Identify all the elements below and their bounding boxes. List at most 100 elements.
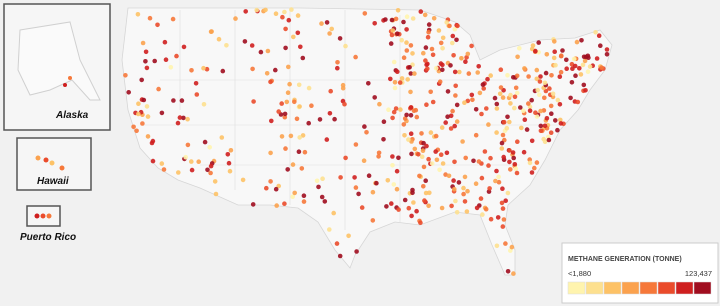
facility-dot [131, 124, 136, 130]
facility-dot [404, 112, 409, 118]
facility-dot [317, 117, 323, 122]
facility-dot [511, 75, 516, 80]
facility-dot [292, 99, 297, 105]
facility-dot [522, 66, 527, 71]
facility-dot [63, 83, 67, 87]
facility-dot [170, 16, 176, 22]
facility-dot [451, 53, 456, 58]
facility-dot [485, 76, 490, 82]
facility-dot [542, 95, 547, 101]
facility-dot [461, 185, 466, 191]
facility-dot [391, 182, 397, 187]
facility-dot [297, 135, 303, 140]
facility-dot [404, 48, 410, 53]
facility-dot [409, 151, 414, 157]
facility-dot [126, 90, 131, 95]
facility-dot [343, 155, 348, 161]
facility-dot [419, 154, 425, 159]
facility-dot [507, 119, 512, 125]
facility-dot [499, 200, 505, 206]
facility-dot [376, 154, 381, 159]
facility-dot [390, 115, 395, 121]
facility-dot [279, 101, 285, 106]
facility-dot [454, 102, 460, 108]
facility-dot [526, 74, 531, 79]
facility-dot [433, 133, 439, 139]
facility-dot [503, 198, 509, 203]
facility-dot [388, 41, 394, 46]
facility-dot [522, 117, 528, 122]
facility-dot [514, 73, 520, 79]
facility-dot [140, 121, 145, 126]
facility-dot [461, 191, 466, 197]
facility-dot [213, 191, 219, 197]
facility-dot [569, 80, 575, 85]
facility-dot [505, 190, 511, 196]
facility-dot [542, 80, 548, 86]
facility-dot [555, 97, 561, 103]
facility-dot [290, 162, 296, 167]
facility-dot [418, 220, 423, 225]
facility-dot [604, 47, 610, 52]
facility-dot [514, 170, 520, 176]
facility-dot [474, 205, 480, 211]
facility-dot [386, 107, 391, 112]
facility-dot [559, 53, 564, 58]
facility-dot [452, 69, 458, 75]
facility-dot [557, 74, 563, 79]
facility-dot [402, 116, 408, 121]
facility-dot [498, 67, 504, 72]
facility-dot [494, 106, 500, 111]
facility-dot [439, 125, 445, 130]
facility-dot [390, 28, 396, 33]
facility-dot [481, 86, 487, 91]
facility-dot [568, 95, 573, 101]
facility-dot [518, 105, 523, 110]
facility-dot [537, 79, 543, 84]
facility-dot [212, 179, 218, 184]
facility-dot [319, 194, 325, 200]
facility-dot [429, 161, 435, 166]
facility-dot [196, 159, 201, 164]
facility-dot [381, 119, 387, 124]
facility-dot [328, 88, 334, 94]
legend-swatch [693, 281, 712, 295]
facility-dot [250, 66, 255, 72]
facility-dot [159, 161, 165, 166]
facility-dot [283, 146, 288, 151]
facility-dot [208, 170, 213, 176]
facility-dot [354, 249, 359, 254]
facility-dot [508, 167, 513, 172]
facility-dot [144, 104, 150, 109]
facility-dot [204, 66, 210, 72]
facility-dot [139, 77, 144, 83]
facility-dot [426, 156, 431, 162]
facility-dot [515, 139, 520, 144]
facility-dot [413, 107, 419, 113]
facility-dot [147, 15, 153, 21]
facility-dot [575, 99, 581, 105]
facility-dot [450, 108, 455, 114]
facility-dot [395, 69, 400, 74]
facility-dot [395, 8, 401, 13]
facility-dot [473, 107, 479, 112]
facility-dot [416, 152, 421, 157]
facility-dot [483, 206, 489, 212]
facility-dot [150, 158, 156, 164]
facility-dot [582, 58, 588, 64]
facility-dot [297, 104, 302, 109]
facility-dot [487, 186, 492, 191]
facility-dot [448, 63, 453, 68]
facility-dot [542, 123, 548, 129]
facility-dot [511, 155, 516, 161]
facility-dot [295, 13, 301, 18]
facility-dot [581, 82, 587, 88]
facility-dot [527, 160, 533, 166]
facility-dot [464, 55, 469, 60]
facility-dot [150, 138, 156, 144]
facility-dot [181, 115, 186, 121]
facility-dot [168, 65, 174, 70]
facility-dot [356, 191, 361, 197]
facility-dot [421, 184, 426, 189]
facility-dot [558, 117, 563, 123]
